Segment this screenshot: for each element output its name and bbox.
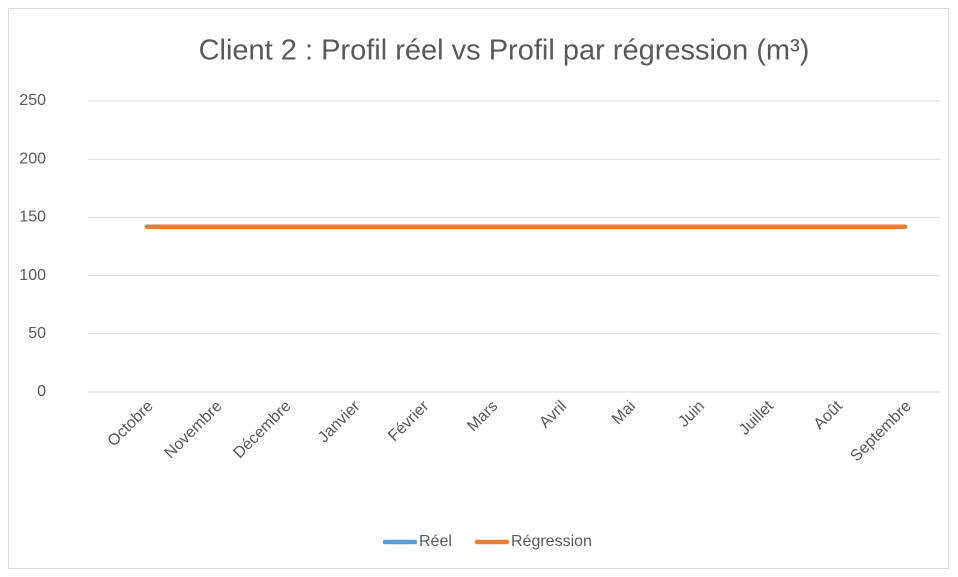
- y-tick-label: 100: [19, 267, 46, 284]
- y-tick-label: 150: [19, 209, 46, 226]
- legend-label: Réel: [419, 533, 452, 550]
- chart-title: Client 2 : Profil réel vs Profil par rég…: [199, 35, 810, 67]
- y-tick-label: 50: [28, 325, 46, 342]
- y-tick-label: 200: [19, 150, 46, 167]
- y-tick-label: 250: [19, 92, 46, 109]
- y-tick-label: 0: [37, 383, 46, 400]
- chart-border: [8, 8, 949, 569]
- legend-label: Régression: [511, 533, 592, 550]
